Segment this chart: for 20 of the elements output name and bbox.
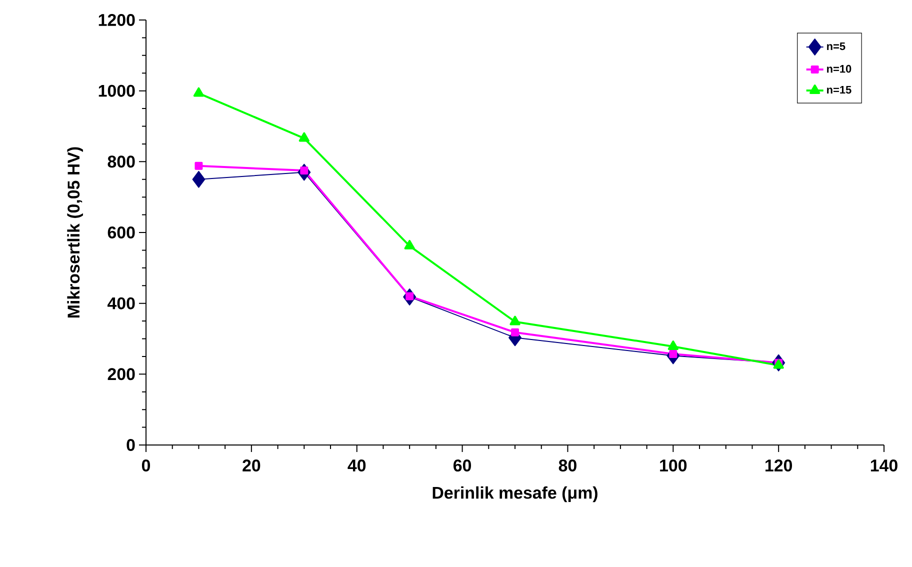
x-tick-label: 140	[870, 460, 898, 472]
x-tick-label: 0	[142, 460, 150, 472]
y-tick-label: 800	[108, 156, 135, 168]
x-tick-label: 60	[454, 460, 472, 472]
legend-label: n=5	[827, 42, 846, 50]
x-tick-label: 40	[348, 460, 366, 472]
y-tick-label: 1000	[98, 84, 135, 97]
y-tick-label: 200	[108, 368, 135, 380]
x-tick-label: 100	[660, 460, 687, 472]
x-tick-label: 80	[558, 460, 576, 472]
y-tick-label: 1200	[98, 14, 135, 26]
y-axis-title: Mikrosertlik (0,05 HV)	[67, 147, 83, 318]
y-tick-label: 0	[126, 438, 135, 451]
y-tick-label: 600	[108, 226, 135, 238]
x-tick-label: 20	[242, 460, 260, 472]
legend-label: n=15	[827, 86, 852, 94]
y-tick-label: 400	[107, 297, 135, 310]
x-tick-label: 120	[766, 460, 792, 472]
x-axis-title: Derinlik mesafe (μm)	[432, 486, 598, 502]
legend-label: n=10	[827, 64, 852, 73]
